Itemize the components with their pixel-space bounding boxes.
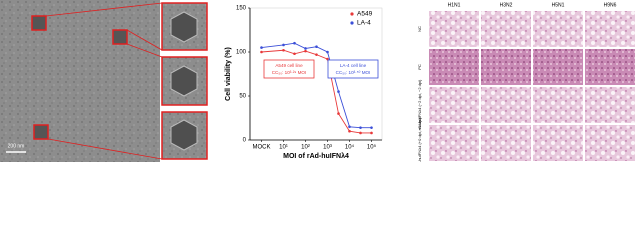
zoom-insets <box>161 2 208 160</box>
x-tick-label: 10³ <box>323 145 332 151</box>
tissue-image <box>429 125 479 161</box>
data-point <box>337 90 340 93</box>
tissue-image <box>481 49 531 85</box>
annotation-box <box>327 59 379 79</box>
x-tick-label: 10¹ <box>279 145 288 151</box>
x-tick-label: 10⁵ <box>367 144 377 151</box>
legend-marker <box>350 12 354 16</box>
tissue-image <box>585 49 635 85</box>
connector <box>126 43 163 58</box>
fit-line <box>261 42 372 129</box>
data-point <box>293 52 296 56</box>
highlight-box <box>33 124 49 140</box>
tissue-image <box>533 125 583 161</box>
data-point <box>293 41 296 45</box>
virion <box>170 65 198 97</box>
x-axis-label: MOI of rAd-huIFNλ4 <box>283 152 349 160</box>
tem-image <box>0 0 160 162</box>
data-point <box>304 47 307 50</box>
column-header: H3N2 <box>500 2 513 8</box>
highlight-box <box>31 15 47 31</box>
y-tick-label: 150 <box>236 6 247 12</box>
data-point <box>260 50 263 54</box>
row-label: rAd-huIFNλ4 (−2 dpi, −2 dpi) <box>417 79 422 130</box>
column-header: H9N6 <box>604 2 617 8</box>
figure: 200 nm 0 50 100 150 MOCK 10¹ 10² 10³ 10⁴ 10⁵ Cell … <box>0 0 635 162</box>
tissue-image <box>481 125 531 161</box>
tissue-image <box>533 87 583 123</box>
row-label: NC <box>417 26 422 32</box>
annotation-sub: CC₅₀: 10³·²⁹ MOI <box>272 70 307 75</box>
connector <box>45 2 163 17</box>
data-point <box>337 112 340 115</box>
data-point <box>359 126 362 129</box>
data-point <box>359 131 362 135</box>
x-tick-label: 10⁴ <box>345 144 355 151</box>
column-header: H1N1 <box>448 2 461 8</box>
histology-panel: H1N1 H3N2 H5N1 H9N6 NC PC rAd-huIFNλ4 (−2 dpi,… <box>417 2 635 162</box>
data-point <box>348 129 351 133</box>
tissue-image <box>429 87 479 123</box>
tissue-image <box>585 125 635 161</box>
data-point <box>315 53 318 56</box>
chart: 0 50 100 150 MOCK 10¹ 10² 10³ 10⁴ 10⁵ Cell viabili… <box>225 6 383 160</box>
connector <box>126 29 163 51</box>
annotation-box <box>263 59 315 79</box>
tissue-image <box>533 49 583 85</box>
data-point <box>370 131 373 135</box>
tissue-image <box>429 11 479 47</box>
y-tick-label: 0 <box>243 138 247 144</box>
data-point <box>282 48 285 52</box>
tissue-image <box>429 49 479 85</box>
virion <box>170 11 198 43</box>
tissue-image <box>585 11 635 47</box>
x-tick-label: 10² <box>301 145 310 151</box>
highlight-box <box>112 29 128 45</box>
y-tick-label: 50 <box>239 94 246 100</box>
fit-line <box>261 49 372 134</box>
tissue-image <box>585 87 635 123</box>
data-point <box>348 125 351 129</box>
data-point <box>260 46 263 49</box>
y-axis-label: Cell viability (%) <box>225 47 232 101</box>
legend-label: A549 <box>357 11 373 18</box>
data-point <box>326 50 329 54</box>
annotation-text: LA-4 cell line <box>340 63 367 68</box>
data-point <box>282 43 285 47</box>
virion <box>170 119 198 151</box>
row-label: PC <box>417 64 422 70</box>
annotation-sub: CC₅₀: 10³·⁵⁰ MOI <box>336 70 371 75</box>
tem-panel: 200 nm <box>0 0 208 162</box>
data-point <box>304 49 307 53</box>
legend-label: LA-4 <box>357 20 371 27</box>
y-tick-label: 100 <box>236 50 247 56</box>
scale-bar-label: 200 nm <box>8 143 25 149</box>
row-label: rAd-huIFNλ4 (+0 dpi, +4 dpi) <box>417 117 422 162</box>
legend-marker <box>350 21 354 25</box>
connector <box>47 138 163 160</box>
column-header: H5N1 <box>552 2 565 8</box>
data-point <box>370 126 373 129</box>
annotation-text: A549 cell line <box>275 63 303 68</box>
tissue-image <box>533 11 583 47</box>
tissue-image <box>481 11 531 47</box>
data-point <box>315 45 318 49</box>
tissue-image <box>481 87 531 123</box>
x-tick-label: MOCK <box>253 145 271 151</box>
